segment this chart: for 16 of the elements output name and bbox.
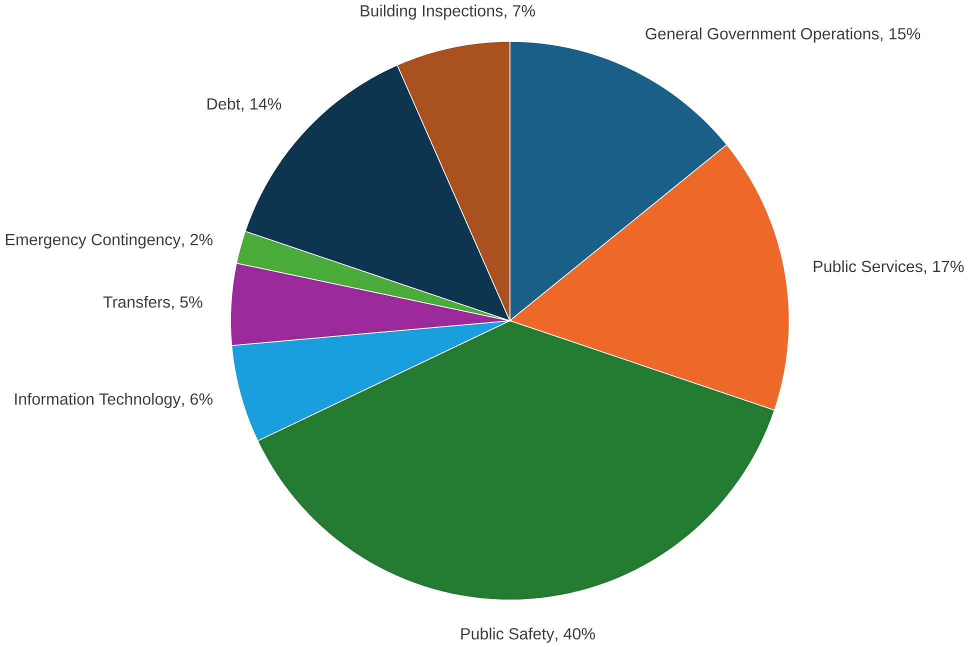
data-label: , 7% xyxy=(504,4,535,18)
data-label: , 15% xyxy=(880,28,920,42)
slice-label: Transfers xyxy=(103,296,170,308)
slice-label: General Government Operations xyxy=(646,27,879,42)
data-label: , 14% xyxy=(242,98,282,112)
slice-label: Debt xyxy=(208,98,240,110)
data-label: , 17% xyxy=(924,260,964,274)
slice-label: Public Safety xyxy=(461,627,554,643)
data-label: , 40% xyxy=(556,628,596,642)
slice-label: Public Services xyxy=(814,260,922,272)
slice-label: Building Inspections xyxy=(360,4,503,20)
slice-label: Information Technology xyxy=(15,392,181,408)
data-label: , 2% xyxy=(182,234,213,248)
data-label: , 6% xyxy=(182,393,213,407)
slice-label: Emergency Contingency xyxy=(6,233,181,248)
data-label: , 5% xyxy=(172,296,202,310)
